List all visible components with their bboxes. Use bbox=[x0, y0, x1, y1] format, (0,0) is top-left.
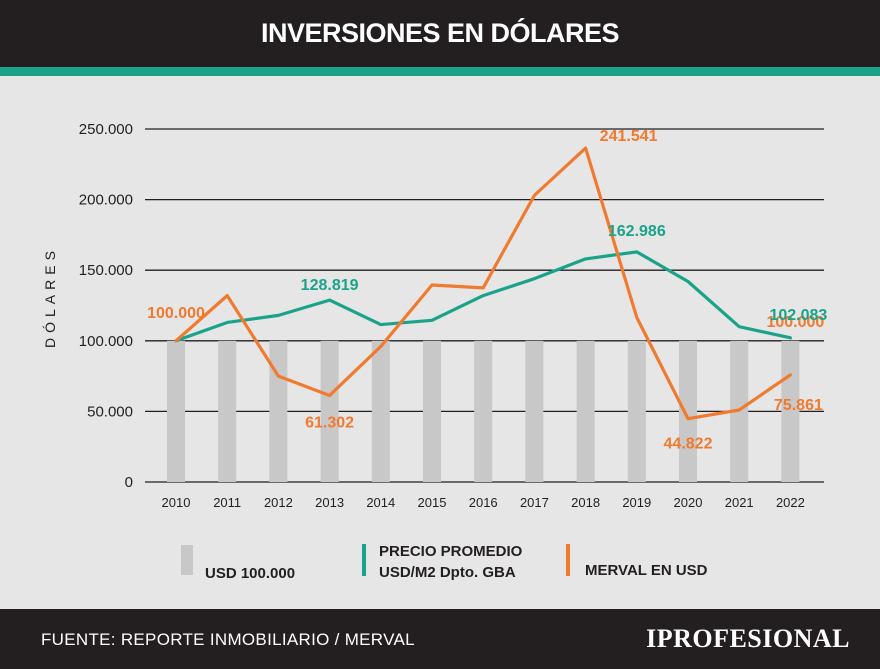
footer-bar: FUENTE: REPORTE INMOBILIARIO / MERVAL IP… bbox=[0, 609, 880, 669]
x-tick-label: 2014 bbox=[366, 495, 395, 510]
legend-label: MERVAL EN USD bbox=[585, 562, 708, 579]
x-tick-label: 2011 bbox=[213, 495, 241, 510]
bars bbox=[167, 340, 800, 482]
bar bbox=[576, 340, 595, 482]
x-tick-label: 2015 bbox=[418, 495, 447, 510]
x-tick-label: 2022 bbox=[776, 495, 805, 510]
legend-label: PRECIO PROMEDIO bbox=[379, 543, 523, 560]
x-tick-label: 2016 bbox=[469, 495, 498, 510]
x-tick-label: 2012 bbox=[264, 495, 293, 510]
y-tick-label: 50.000 bbox=[87, 403, 133, 420]
data-label: 100.000 bbox=[147, 305, 205, 322]
y-axis-label: DÓLARES bbox=[42, 246, 58, 348]
data-label: 100.000 bbox=[766, 314, 824, 331]
lines bbox=[174, 146, 793, 421]
y-tick-label: 150.000 bbox=[79, 262, 133, 279]
accent-bar bbox=[0, 67, 880, 76]
data-label: 75.861 bbox=[774, 397, 823, 414]
x-tick-label: 2019 bbox=[622, 495, 651, 510]
x-tick-label: 2013 bbox=[315, 495, 344, 510]
brand-logo: IPROFESIONAL bbox=[646, 624, 850, 653]
data-label: 162.986 bbox=[608, 223, 666, 240]
data-label: 128.819 bbox=[301, 277, 359, 294]
chart: 0 50.000 100.000 150.000 200.000 250.000 2010… bbox=[42, 121, 827, 582]
data-labels: 100.00061.302241.54144.82275.861100.0001… bbox=[147, 128, 827, 453]
data-label: 61.302 bbox=[305, 414, 354, 431]
x-tick-label: 2021 bbox=[725, 495, 754, 510]
x-tick-label: 2017 bbox=[520, 495, 549, 510]
source-text: FUENTE: REPORTE INMOBILIARIO / MERVAL bbox=[41, 630, 415, 649]
series-line bbox=[174, 146, 793, 421]
y-tick-label: 100.000 bbox=[79, 333, 133, 350]
bar bbox=[423, 340, 441, 482]
series-line bbox=[174, 250, 793, 343]
x-tick-label: 2018 bbox=[571, 495, 600, 510]
y-tick-label: 250.000 bbox=[79, 121, 133, 138]
bar bbox=[525, 340, 544, 482]
data-label: 44.822 bbox=[664, 436, 713, 453]
bar bbox=[320, 340, 339, 482]
y-tick-label: 0 bbox=[125, 474, 133, 491]
bar bbox=[371, 340, 390, 482]
legend-label: USD 100.000 bbox=[205, 565, 295, 582]
bar bbox=[218, 340, 237, 482]
legend: USD 100.000 PRECIO PROMEDIO USD/M2 Dpto. G… bbox=[181, 543, 708, 582]
x-tick-label: 2010 bbox=[162, 495, 191, 510]
header-title: INVERSIONES EN DÓLARES bbox=[260, 18, 620, 48]
bar bbox=[679, 340, 697, 482]
y-ticks: 0 50.000 100.000 150.000 200.000 250.000 bbox=[79, 121, 133, 491]
x-ticks: 2010 2011 2012 2013 2014 2015 2016 2017 2018 2019… bbox=[162, 495, 805, 510]
y-tick-label: 200.000 bbox=[79, 192, 133, 209]
bar bbox=[167, 340, 185, 482]
data-label: 241.541 bbox=[600, 128, 658, 145]
bar bbox=[269, 340, 288, 482]
bar bbox=[627, 340, 646, 482]
x-tick-label: 2020 bbox=[674, 495, 703, 510]
data-label: 102.083 bbox=[769, 307, 827, 324]
legend-label: USD/M2 Dpto. GBA bbox=[379, 564, 516, 581]
legend-swatch-bar bbox=[181, 545, 193, 575]
bar bbox=[474, 340, 493, 482]
header-bar: INVERSIONES EN DÓLARES bbox=[0, 0, 880, 67]
